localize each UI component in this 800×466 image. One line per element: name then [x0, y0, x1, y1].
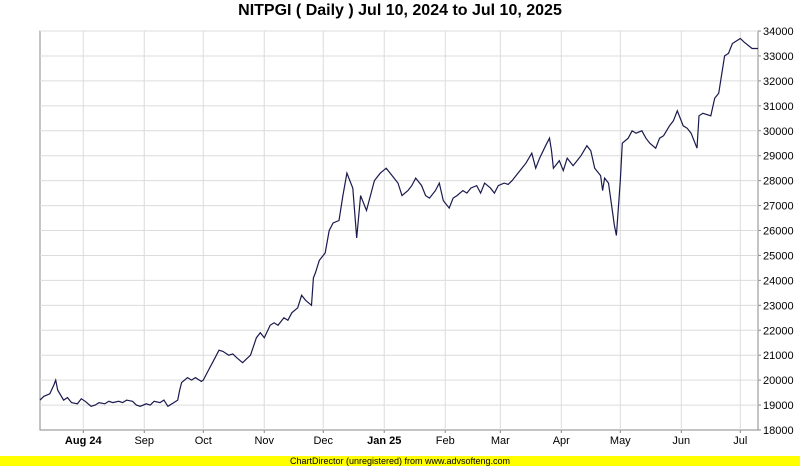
y-tick-label: 28000 — [763, 176, 794, 188]
y-tick-label: 29000 — [763, 151, 794, 163]
y-tick-label: 33000 — [763, 51, 794, 63]
x-tick-label: Dec — [313, 435, 333, 447]
y-tick-label: 30000 — [763, 126, 794, 138]
x-tick-label: Feb — [436, 435, 455, 447]
y-tick-label: 21000 — [763, 350, 794, 362]
x-tick-label: Sep — [134, 435, 154, 447]
y-tick-label: 20000 — [763, 375, 794, 387]
y-tick-label: 32000 — [763, 76, 794, 88]
x-tick-label: Oct — [195, 435, 212, 447]
x-tick-label: Jun — [672, 435, 690, 447]
y-tick-label: 23000 — [763, 300, 794, 312]
y-tick-label: 31000 — [763, 101, 794, 113]
x-tick-label: Aug 24 — [65, 435, 103, 447]
y-axis: 18000 19000 20000 21000 22000 23000 24000 25000… — [758, 26, 794, 437]
series-line — [39, 37, 758, 408]
y-tick-label: 34000 — [763, 26, 794, 38]
y-tick-label: 25000 — [763, 250, 794, 262]
line-chart: 18000 19000 20000 21000 22000 23000 24000 25000… — [39, 26, 794, 447]
x-tick-label: Mar — [491, 435, 510, 447]
y-tick-label: 26000 — [763, 226, 794, 238]
footer-banner: ChartDirector (unregistered) from www.ad… — [0, 456, 800, 466]
x-tick-label: May — [610, 435, 631, 447]
x-tick-label: Nov — [254, 435, 274, 447]
y-tick-label: 18000 — [763, 425, 794, 437]
y-tick-label: 24000 — [763, 275, 794, 287]
x-axis: Aug 24 Sep Oct Nov Dec Jan 25 Feb Mar Apr May Jun J… — [65, 430, 747, 447]
grid-lines — [40, 30, 758, 430]
x-tick-label: Jul — [733, 435, 747, 447]
y-tick-label: 27000 — [763, 201, 794, 213]
chart-title: NITPGI ( Daily ) Jul 10, 2024 to Jul 10,… — [238, 2, 562, 19]
y-tick-label: 22000 — [763, 325, 794, 337]
x-tick-label: Jan 25 — [367, 435, 401, 447]
x-tick-label: Apr — [553, 435, 570, 447]
y-tick-label: 19000 — [763, 400, 794, 412]
